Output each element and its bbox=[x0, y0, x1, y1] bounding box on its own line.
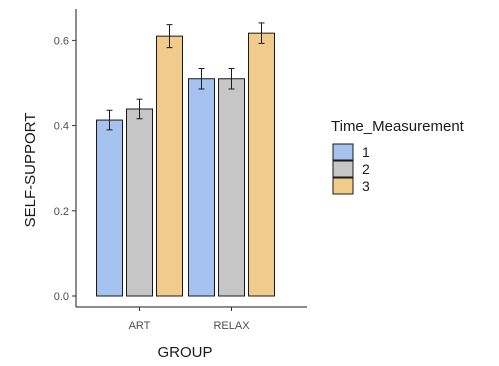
y-tick-label: 0.4 bbox=[54, 121, 69, 133]
bar bbox=[126, 108, 153, 297]
legend-key bbox=[332, 160, 354, 178]
legend-label: 1 bbox=[362, 144, 370, 160]
plot-area: 0.0 0.2 0.4 0.6 ART RELAX bbox=[54, 9, 307, 332]
legend-key bbox=[332, 143, 354, 161]
y-tick-label: 0.6 bbox=[54, 35, 69, 47]
bar bbox=[248, 32, 275, 297]
bar bbox=[218, 78, 245, 297]
legend-key bbox=[332, 177, 354, 195]
y-tick-label: 0.2 bbox=[54, 206, 69, 218]
x-tick-label: RELAX bbox=[213, 320, 250, 332]
bar bbox=[96, 119, 123, 297]
x-tick-label: ART bbox=[129, 320, 151, 332]
y-tick-label: 0.0 bbox=[54, 291, 69, 303]
bar bbox=[156, 35, 183, 297]
legend-label: 2 bbox=[362, 161, 370, 177]
legend-title: Time_Measurement bbox=[331, 118, 465, 135]
bar bbox=[188, 78, 215, 297]
legend-label: 3 bbox=[362, 178, 370, 194]
y-axis-title: SELF-SUPPORT bbox=[22, 113, 39, 228]
x-axis-title: GROUP bbox=[157, 344, 212, 361]
legend: Time_Measurement 123 bbox=[331, 118, 465, 195]
